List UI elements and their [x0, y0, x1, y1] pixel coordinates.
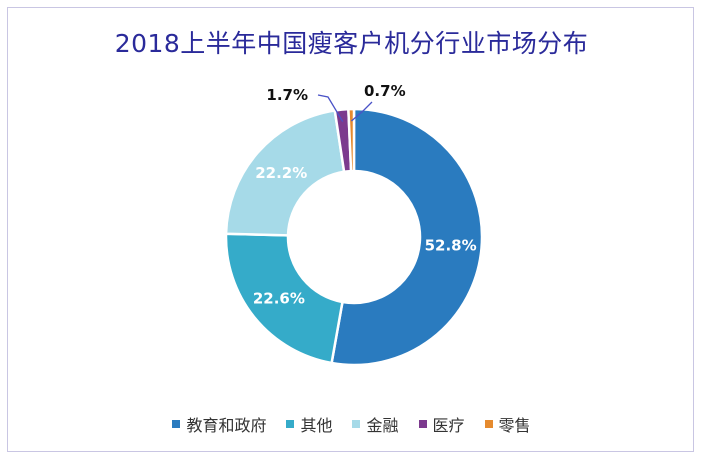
legend-swatch	[286, 420, 295, 428]
data-label-4: 1.7%	[266, 86, 308, 104]
legend-label: 零售	[498, 416, 531, 435]
legend-swatch	[172, 420, 181, 428]
legend-item-4: 医疗	[418, 412, 465, 436]
slice-1	[330, 107, 484, 367]
slice-3	[224, 109, 346, 237]
leader-line-5	[351, 101, 373, 122]
legend-item-3: 金融	[352, 412, 399, 436]
legend: 教育和政府 其他 金融 医疗 零售	[0, 412, 703, 436]
data-label-3: 22.2%	[255, 164, 307, 182]
chart-title: 2018上半年中国瘦客户机分行业市场分布	[114, 29, 589, 58]
legend-label: 教育和政府	[186, 416, 267, 435]
data-label-5: 0.7%	[364, 82, 406, 100]
slice-5	[347, 107, 356, 173]
slice-2	[224, 232, 344, 365]
legend-item-1: 教育和政府	[172, 412, 266, 436]
legend-label: 金融	[366, 416, 399, 435]
chart-frame	[7, 7, 694, 452]
leader-line-4	[317, 94, 344, 122]
data-label-2: 22.6%	[253, 289, 305, 307]
data-label-1: 52.8%	[425, 237, 477, 255]
legend-swatch	[418, 420, 427, 428]
legend-item-2: 其他	[286, 412, 332, 436]
legend-swatch	[352, 420, 361, 428]
legend-label: 其他	[300, 416, 333, 435]
legend-swatch	[484, 420, 493, 428]
legend-item-5: 零售	[484, 412, 531, 436]
legend-label: 医疗	[432, 416, 465, 435]
